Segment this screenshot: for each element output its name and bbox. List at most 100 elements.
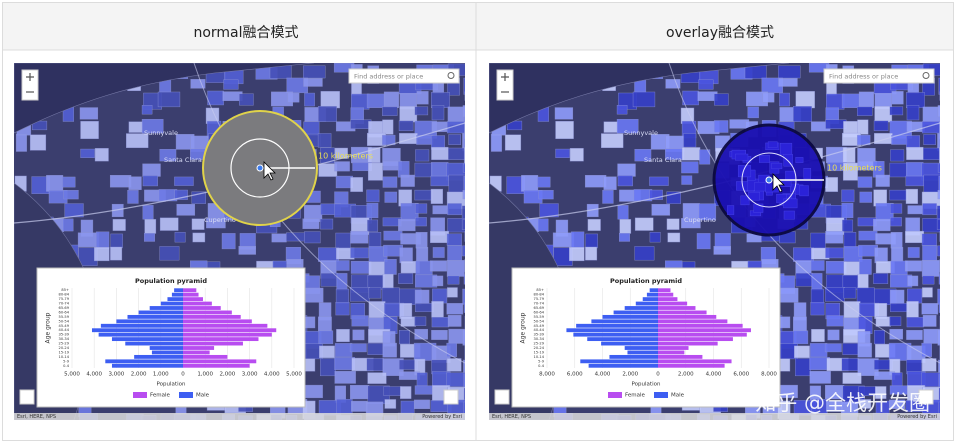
map-tract [350,119,372,129]
search-box[interactable] [823,68,935,84]
search-box[interactable] [348,68,460,84]
bar-female [658,292,674,297]
map-tract [841,93,860,108]
map-tract [825,177,839,192]
bar-male [125,341,183,346]
buffer-tract [795,157,804,163]
map-tract [351,93,370,110]
buffer-tract [735,153,749,161]
map-tract [537,176,551,188]
map-tract [464,344,465,360]
map-tract [366,189,380,203]
map-tract [320,358,336,377]
map-tract [922,275,935,285]
map-tract [587,219,601,231]
map-tract [569,148,584,162]
map-tract [157,91,181,108]
map-tract [304,92,315,107]
map-tract [617,175,633,187]
watermark: 知乎 @全栈开发圈 [755,391,930,415]
x-tick-label: 2,000 [678,372,694,378]
map-tract [462,288,465,305]
map-tract [937,105,940,118]
center-handle [256,164,264,172]
attribution-bar [489,413,940,420]
map-tract [415,203,428,214]
bar-male [160,301,183,306]
map-tract [843,261,860,276]
bar-male [98,332,183,337]
bar-female [183,314,241,319]
map-tract [368,287,382,299]
map-tract [826,93,845,110]
map-tract [142,205,154,220]
bar-male [624,346,658,350]
map-tract [320,147,335,164]
bar-male [105,359,183,364]
map-tract [367,372,387,384]
map-tract [937,329,940,346]
map-tract [634,246,655,261]
map-tract [414,162,433,178]
map-tract [174,232,186,243]
map-tract [221,233,236,250]
bay-shore [489,63,790,134]
y-tick-label: 10-14 [534,355,545,359]
map-tract [619,233,630,242]
map-tract [110,233,123,249]
map-tract [906,105,920,121]
map-tract [922,203,937,216]
map-tract [416,91,429,105]
map-tract [367,147,381,163]
map-tract [238,245,256,255]
map-tract [384,399,397,409]
map-tract [889,289,905,305]
map-tract [415,149,430,162]
map-tract [538,190,554,200]
map-tract [462,133,465,152]
map-tract [681,218,701,229]
map-tract [665,79,681,89]
x-tick-label: 6,000 [733,372,749,378]
map-tract [463,359,465,373]
bar-female [183,332,272,337]
y-tick-label: 5-9 [63,359,70,363]
map-tract [303,358,316,372]
map-tract [921,260,940,277]
map-tract [430,188,443,204]
x-tick-label: 4,000 [595,372,611,378]
map-tract [889,162,908,178]
buffer-tract [737,165,752,178]
bar-female [183,350,210,355]
map-tract [779,92,790,107]
bar-female [183,292,199,297]
buffer-tract [780,142,793,156]
map-tract [399,106,418,123]
map-tract [461,205,465,221]
map-tract [891,247,904,262]
map-tract [923,134,936,145]
map-tract [521,175,539,192]
bar-female [658,346,689,350]
bar-male [91,328,183,333]
map-tract [537,218,549,232]
map-tract [938,401,940,419]
map-tract [29,134,47,151]
map-tract [922,218,940,233]
map-tract [873,273,889,284]
y-tick-label: 40-44 [534,328,545,332]
map-tract [144,233,155,242]
bar-male [174,288,183,293]
bar-female [658,314,717,319]
map-tract [141,119,164,134]
map-tract [335,260,350,271]
map-tract [939,258,940,272]
map-tract [109,175,132,188]
map-tract [714,93,729,106]
map-tract [891,372,903,387]
map-tract [384,191,398,203]
bar-male [134,354,183,359]
y-tick-label: 60-64 [59,310,70,314]
buffer-tract [759,155,770,163]
bar-female [658,354,703,359]
